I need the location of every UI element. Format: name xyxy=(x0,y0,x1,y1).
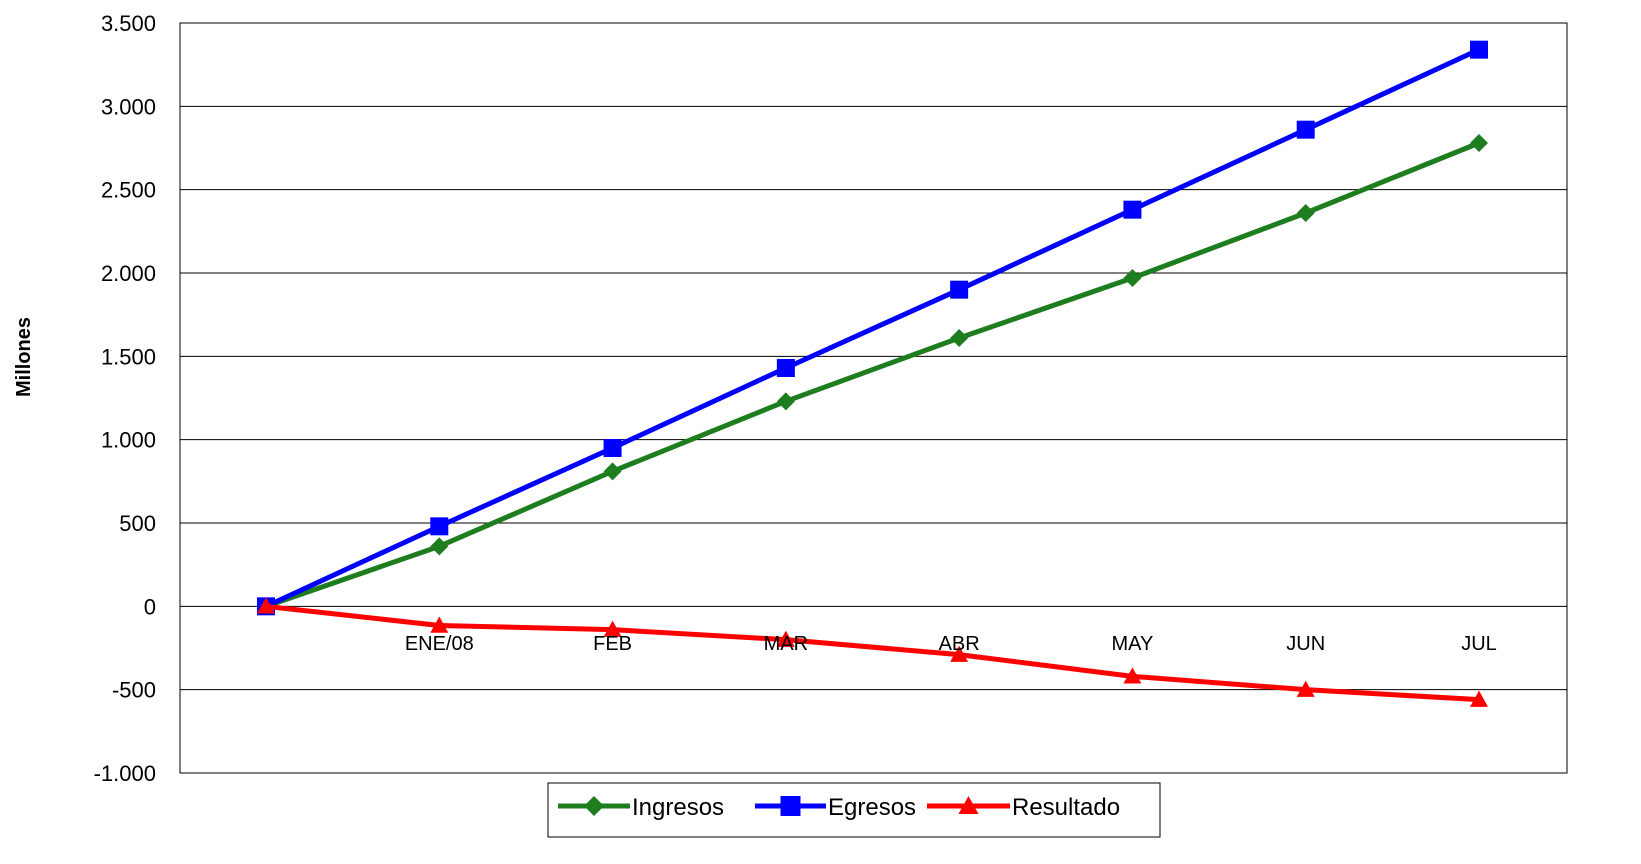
y-tick-label: 2.500 xyxy=(101,178,156,203)
data-point-triangle xyxy=(1470,690,1488,707)
legend-item-egresos: Egresos xyxy=(755,794,916,821)
data-point-diamond xyxy=(950,329,969,347)
y-tick-label: 500 xyxy=(119,511,156,536)
data-point-diamond xyxy=(776,392,795,411)
data-point-diamond xyxy=(430,537,449,556)
x-category-label: JUN xyxy=(1286,633,1325,655)
data-point-square xyxy=(430,517,449,536)
x-category-label: ENE/08 xyxy=(405,633,474,655)
data-point-triangle xyxy=(950,645,969,662)
y-tick-label: 0 xyxy=(144,594,156,619)
series-lines xyxy=(257,40,1488,707)
series-line xyxy=(265,140,1480,609)
data-point-square xyxy=(1470,40,1488,59)
x-category-label: MAY xyxy=(1111,633,1153,655)
series-resultado xyxy=(257,597,1488,707)
data-point-diamond xyxy=(1296,204,1315,222)
y-tick-label: -1.000 xyxy=(94,761,156,786)
y-axis-title: Millones xyxy=(13,317,35,397)
y-axis-ticks: -1.000 -500 0 500 1.000 1.500 2.000 2.500 3.000 3… xyxy=(94,11,156,786)
data-point-triangle xyxy=(776,630,795,647)
x-category-label: JUL xyxy=(1461,633,1497,655)
series-ingresos xyxy=(257,134,1488,616)
y-tick-label: 3.500 xyxy=(101,11,156,36)
data-point-triangle xyxy=(257,597,275,614)
x-category-label: FEB xyxy=(593,633,632,655)
data-point-square xyxy=(1296,120,1315,139)
x-category-label: ABR xyxy=(939,633,980,655)
legend-box xyxy=(547,782,1161,838)
data-point-triangle xyxy=(1123,667,1142,684)
data-point-triangle xyxy=(603,620,622,637)
x-category-label: MAR xyxy=(764,633,808,655)
series-line xyxy=(265,603,1480,703)
y-tick-label: 1.000 xyxy=(101,428,156,453)
x-axis-categories: ENE/08 FEB MAR ABR MAY JUN JUL xyxy=(405,633,1497,655)
data-point-square xyxy=(603,439,622,457)
y-tick-label: 1.500 xyxy=(101,344,156,369)
data-point-square xyxy=(1123,200,1142,219)
data-point-triangle xyxy=(958,796,979,814)
gridlines xyxy=(180,105,1567,691)
data-point-diamond xyxy=(603,462,622,481)
plot-area xyxy=(179,22,1568,774)
data-point-square xyxy=(780,796,801,816)
legend-label: Ingresos xyxy=(632,794,724,821)
data-point-triangle xyxy=(430,616,449,633)
legend-label: Resultado xyxy=(1012,794,1120,821)
data-point-diamond xyxy=(584,796,604,816)
data-point-triangle xyxy=(1296,680,1315,697)
y-tick-label: 2.000 xyxy=(101,261,156,286)
legend-item-resultado: Resultado xyxy=(927,794,1120,821)
y-tick-label: 3.000 xyxy=(101,94,156,119)
legend-item-ingresos: Ingresos xyxy=(558,794,724,821)
data-point-diamond xyxy=(1470,134,1488,152)
legend: Ingresos Egresos Resultado xyxy=(547,782,1161,838)
y-tick-label: -500 xyxy=(112,678,156,703)
series-line xyxy=(264,47,1481,609)
data-point-diamond xyxy=(1123,269,1142,287)
data-point-square xyxy=(776,359,795,377)
legend-label: Egresos xyxy=(828,794,916,821)
data-point-square xyxy=(950,280,969,299)
